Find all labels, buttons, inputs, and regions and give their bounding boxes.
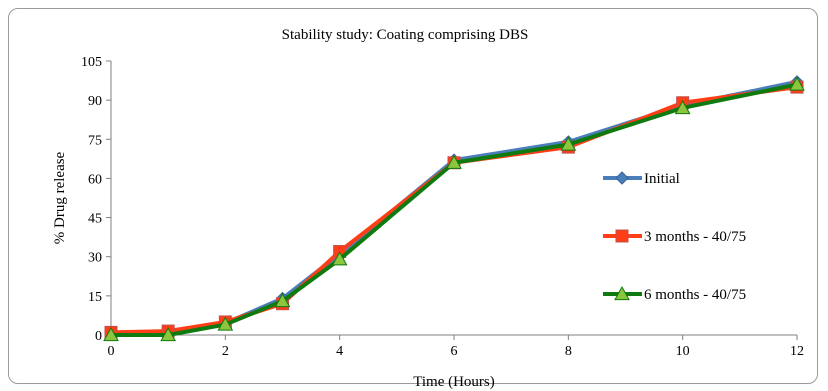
x-axis-label: Time (Hours): [413, 374, 495, 390]
y-tick-label: 15: [88, 290, 102, 305]
y-tick-label: 30: [88, 251, 102, 266]
data-point: [446, 154, 462, 169]
legend-entry: 3 months - 40/75: [603, 229, 746, 245]
y-axis-label: % Drug release: [52, 151, 68, 244]
y-tick-label: 60: [88, 172, 102, 187]
x-tick-label: 12: [790, 344, 804, 359]
x-tick-label: 0: [108, 344, 115, 359]
legend: Initial 3 months - 40/75 6 months - 40/75: [603, 171, 746, 303]
data-point: [560, 136, 577, 151]
y-tick-label: 45: [88, 212, 102, 227]
data-point: [217, 316, 234, 331]
y-tick-label: 90: [88, 94, 102, 109]
legend-marker: [615, 171, 629, 185]
x-tick-label: 6: [451, 344, 458, 359]
legend-label: 6 months - 40/75: [644, 287, 746, 303]
y-tick-label: 105: [81, 55, 102, 70]
data-point: [331, 251, 348, 266]
x-tick-label: 8: [565, 344, 572, 359]
legend-entry: 6 months - 40/75: [603, 285, 746, 303]
data-point: [160, 326, 177, 342]
chart-title: Stability study: Coating comprising DBS: [282, 27, 529, 43]
data-point: [789, 76, 805, 91]
data-point: [103, 326, 119, 342]
legend-entry: Initial: [603, 171, 680, 187]
x-tick-label: 10: [676, 344, 690, 359]
data-point: [674, 99, 691, 115]
y-tick-label: 75: [88, 133, 102, 148]
x-tick-label: 2: [222, 344, 229, 359]
axes: 0 15 30 45 60 75 90 105 0 2 4 6 8 10 12: [81, 55, 804, 359]
legend-marker: [614, 285, 630, 301]
legend-label: 3 months - 40/75: [644, 229, 746, 245]
y-tick-label: 0: [95, 329, 102, 344]
series-3: [103, 76, 805, 342]
legend-marker: [615, 229, 629, 243]
x-tick-label: 4: [336, 344, 343, 359]
legend-label: Initial: [644, 171, 680, 187]
series-layer: [103, 75, 805, 342]
data-point: [274, 293, 291, 308]
